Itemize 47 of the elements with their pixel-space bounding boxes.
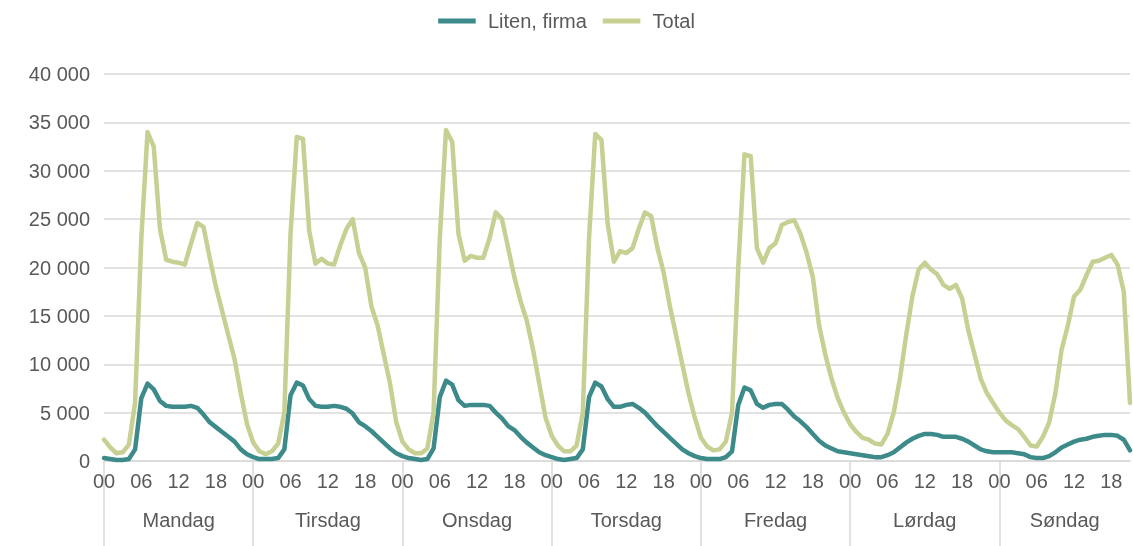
- y-tick-label: 35 000: [28, 111, 90, 134]
- text: Onsdag: [442, 509, 513, 531]
- x-tick-label: 18: [801, 470, 824, 492]
- x-tick-label: 12: [615, 470, 638, 492]
- y-tick-label: 40 000: [28, 63, 90, 85]
- text: Fredag: [743, 509, 808, 531]
- text: Torsdag: [590, 509, 662, 531]
- x-tick-label: 12: [1062, 470, 1086, 492]
- x-tick-label: 18: [950, 470, 974, 492]
- x-tick-label: 18: [204, 470, 228, 492]
- x-tick-label: 06: [876, 470, 899, 492]
- y-tick-label: 10 000: [28, 353, 90, 376]
- x-tick-label: 06: [1025, 470, 1048, 492]
- x-tick-label: 18: [503, 470, 526, 492]
- x-tick-label: 12: [167, 470, 190, 492]
- x-tick-label: 06: [279, 470, 302, 492]
- x-tick-label: 06: [428, 470, 451, 492]
- legend-label: Liten, firma: [487, 10, 588, 32]
- x-tick-label: 00: [839, 470, 862, 492]
- x-tick-label: 00: [391, 470, 414, 492]
- y-tick-label: 5 000: [39, 401, 90, 424]
- x-tick-label: 00: [988, 470, 1011, 492]
- y-tick-label: 25 000: [28, 208, 90, 231]
- x-tick-label: 00: [242, 470, 265, 492]
- y-tick-label: 20 000: [28, 256, 90, 279]
- legend-label: Total: [652, 10, 695, 32]
- x-tick-label: 00: [92, 470, 116, 492]
- text: Lørdag: [893, 509, 957, 531]
- line-series: [101, 127, 1133, 457]
- x-tick-label: 06: [727, 470, 750, 492]
- x-tick-label: 12: [913, 470, 936, 492]
- x-tick-label: 06: [577, 470, 601, 492]
- text: Søndag: [1029, 509, 1100, 531]
- y-tick-label: 15 000: [28, 304, 90, 327]
- x-tick-label: 18: [1100, 470, 1123, 492]
- y-tick-label: 30 000: [28, 159, 90, 182]
- y-tick-label: 0: [78, 450, 90, 472]
- text: Tirsdag: [294, 509, 361, 531]
- x-tick-label: 00: [540, 470, 563, 492]
- x-tick-label: 12: [764, 470, 787, 492]
- text: Mandag: [142, 509, 215, 531]
- x-tick-label: 12: [316, 470, 339, 492]
- x-tick-label: 06: [130, 470, 153, 492]
- x-tick-label: 18: [652, 470, 675, 492]
- x-tick-label: 12: [465, 470, 489, 492]
- x-tick-label: 18: [354, 470, 377, 492]
- x-tick-label: 00: [689, 470, 713, 492]
